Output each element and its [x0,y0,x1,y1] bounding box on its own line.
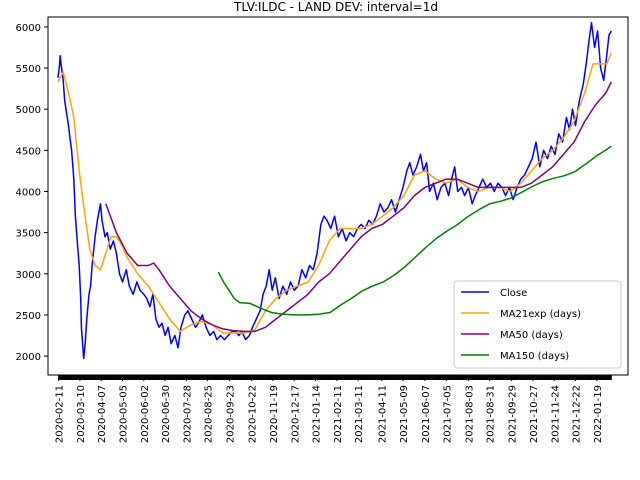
x-tick-label: 2022-01-19 [593,385,604,443]
x-tick-label: 2020-05-05 [118,385,129,443]
x-tick-label: 2021-10-27 [529,385,540,443]
x-tick-label: 2020-02-11 [55,385,66,443]
series-line-4 [217,145,612,316]
y-tick-label: 5500 [16,64,41,75]
x-tick-label: 2020-03-10 [76,385,87,443]
legend-label: MA150 (days) [500,351,569,362]
y-tick-label: 3500 [16,229,41,240]
x-tick-label: 2021-04-11 [378,385,389,443]
y-tick-label: 4500 [16,146,41,157]
x-tick-label: 2021-03-11 [354,385,365,443]
x-tick-label: 2021-02-11 [333,385,344,443]
legend-label: Close [500,288,527,299]
x-tick-label: 2020-06-02 [140,385,151,443]
x-tick-label: 2021-05-09 [399,385,410,443]
x-tick-label: 2021-08-31 [486,385,497,443]
y-tick-label: 2000 [16,352,41,363]
x-tick-label: 2020-08-25 [204,385,215,443]
axis-ticks: 2000 2500 3000 3500 4000 4500 5000 5500 6000 2020… [16,23,612,443]
x-tick-label: 2021-07-05 [442,385,453,443]
x-tick-label: 2020-12-17 [290,385,301,443]
plot-area [57,22,612,360]
x-tick-label: 2020-11-19 [269,385,280,443]
x-tick-label: 2020-09-23 [226,385,237,443]
x-tick-label: 2020-07-28 [182,385,193,443]
y-tick-label: 5000 [16,105,41,116]
legend-label: MA50 (days) [500,330,563,341]
x-tick-label: 2020-04-07 [97,385,108,443]
series-line-1 [57,22,612,360]
chart-title: TLV:ILDC - LAND DEV: interval=1d [233,0,438,14]
x-tick-label: 2021-09-29 [508,385,519,443]
series-line-3 [105,81,612,333]
legend: Close MA21exp (days) MA50 (days) MA150 (day… [453,280,622,369]
y-tick-label: 2500 [16,311,41,322]
y-tick-label: 6000 [16,23,41,34]
series-line-2 [57,52,612,334]
y-tick-label: 4000 [16,187,41,198]
x-tick-label: 2021-01-14 [312,385,323,443]
x-tick-label: 2021-11-24 [550,385,561,443]
x-tick-label: 2021-06-07 [421,385,432,443]
x-tick-label: 2020-06-30 [161,385,172,443]
x-tick-label: 2020-10-22 [248,385,259,443]
x-tick-label: 2021-08-03 [464,385,475,443]
y-tick-label: 3000 [16,270,41,281]
legend-label: MA21exp (days) [500,309,581,320]
x-tick-label: 2021-12-22 [572,385,583,443]
x-minor-ticks [58,375,612,380]
legend-box [453,280,622,369]
